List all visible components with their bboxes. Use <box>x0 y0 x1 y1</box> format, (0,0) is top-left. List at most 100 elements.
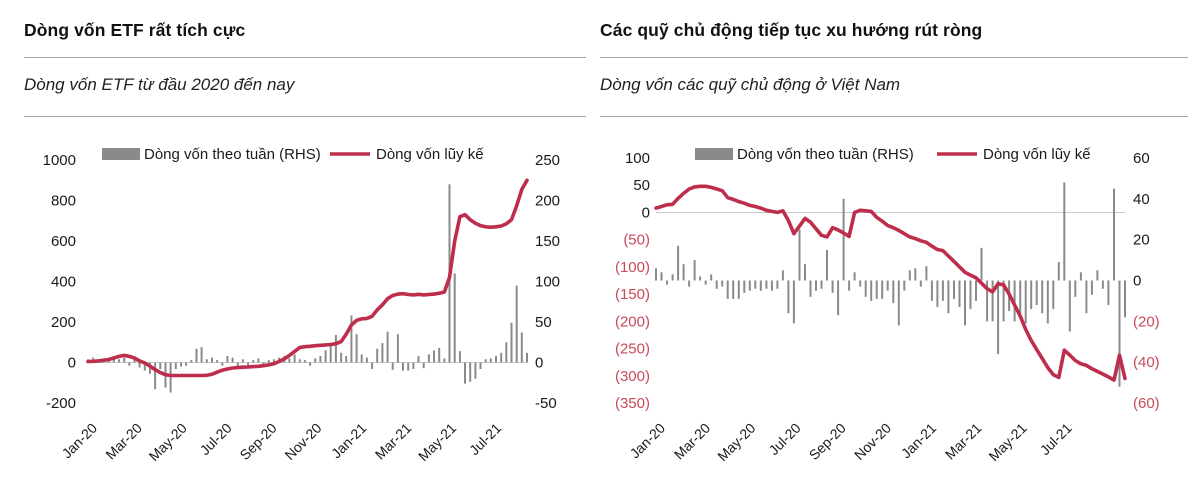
weekly-bar <box>1013 280 1016 322</box>
weekly-bar <box>417 356 420 363</box>
weekly-bar <box>510 322 513 363</box>
left-axis-tick-label: 600 <box>51 233 76 250</box>
weekly-bar <box>1002 280 1005 322</box>
weekly-bar <box>1118 280 1121 387</box>
left-axis-tick-label: -200 <box>46 395 76 412</box>
x-axis-tick-label: Mar-20 <box>102 420 145 463</box>
weekly-bar <box>1035 280 1038 305</box>
weekly-bar <box>853 272 856 281</box>
weekly-bar <box>826 249 828 281</box>
weekly-bar <box>726 280 729 299</box>
weekly-bar <box>964 280 966 326</box>
weekly-bar <box>205 359 208 363</box>
weekly-bar <box>133 358 136 363</box>
weekly-bar <box>216 360 219 363</box>
weekly-bar <box>881 280 884 299</box>
x-axis-tick-label: Sep-20 <box>236 420 279 463</box>
weekly-bar <box>1107 280 1110 305</box>
weekly-bar <box>438 347 441 363</box>
weekly-bar <box>241 359 244 363</box>
left-axis-tick-label: (150) <box>615 286 650 303</box>
weekly-bar <box>386 331 389 363</box>
weekly-bar <box>154 362 157 390</box>
weekly-bar <box>128 362 131 366</box>
weekly-bar <box>820 280 823 289</box>
weekly-bar <box>159 362 162 369</box>
weekly-bar <box>688 280 691 287</box>
right-axis-labels: 250 200 150 100 50 0 -50 <box>535 152 560 412</box>
left-axis-labels: 100 50 0 (50) (100) (150) (200) (250) (300) (350) <box>615 150 650 412</box>
weekly-bar <box>908 270 911 281</box>
weekly-bar <box>930 280 933 301</box>
left-panel-header: Dòng vốn ETF rất tích cực Dòng vốn ETF t… <box>24 0 586 117</box>
weekly-bar <box>257 358 260 363</box>
weekly-bar <box>870 280 873 301</box>
weekly-bar <box>997 280 1000 354</box>
weekly-bar <box>195 348 198 363</box>
weekly-bar <box>693 260 696 281</box>
weekly-bar <box>804 264 806 281</box>
weekly-bar <box>267 360 270 363</box>
x-axis-tick-label: Jan-20 <box>59 420 101 462</box>
weekly-bar <box>443 358 446 363</box>
active-funds-flow-chart: Dòng vốn theo tuần (RHS) Dòng vốn lũy kế 1… <box>600 140 1200 488</box>
x-axis-tick-label: Nov-20 <box>851 420 894 463</box>
weekly-bar <box>837 280 840 316</box>
weekly-bar <box>345 356 348 363</box>
weekly-bar <box>298 359 301 363</box>
weekly-bar <box>520 332 523 363</box>
weekly-flow-legend-label: Dòng vốn theo tuần (RHS) <box>737 146 914 163</box>
weekly-bar <box>1079 272 1082 281</box>
weekly-bar <box>1057 262 1060 281</box>
chart-svg: Dòng vốn theo tuần (RHS) Dòng vốn lũy kế 1… <box>615 146 1160 464</box>
weekly-bar <box>1090 280 1093 295</box>
left-axis-tick-label: 100 <box>625 150 650 167</box>
weekly-bar <box>677 245 680 281</box>
right-axis-tick-label: 60 <box>1133 150 1150 167</box>
weekly-bar <box>655 268 657 281</box>
weekly-bar <box>360 354 363 363</box>
weekly-bar <box>293 354 296 363</box>
weekly-bar <box>1085 280 1088 314</box>
etf-flow-chart: Dòng vốn theo tuần (RHS) Dòng vốn lũy kế 1… <box>0 140 600 488</box>
weekly-bar <box>484 359 487 363</box>
weekly-bar <box>1063 182 1066 281</box>
x-axis-tick-label: Jul-20 <box>197 420 235 458</box>
x-axis-tick-label: Jan-20 <box>627 420 669 462</box>
weekly-bar <box>226 356 229 363</box>
weekly-bar <box>831 280 834 293</box>
weekly-bar <box>118 359 120 363</box>
weekly-bar <box>671 274 674 281</box>
weekly-bar <box>402 362 404 371</box>
right-axis-tick-label: (20) <box>1133 313 1160 330</box>
chart-svg: Dòng vốn theo tuần (RHS) Dòng vốn lũy kế 1… <box>43 146 560 464</box>
weekly-flow-bars <box>655 182 1126 387</box>
right-panel-header: Các quỹ chủ động tiếp tục xu hướng rút r… <box>600 0 1188 117</box>
weekly-flow-legend-swatch <box>102 148 140 160</box>
x-axis-tick-label: May-21 <box>415 420 459 464</box>
weekly-bar <box>732 280 735 299</box>
weekly-bar <box>842 198 845 281</box>
x-axis-tick-label: Sep-20 <box>806 420 849 463</box>
weekly-bar <box>1030 280 1033 310</box>
x-axis-labels: Jan-20 Mar-20 May-20 Jul-20 Sep-20 Nov-20 Jan-… <box>627 420 1076 464</box>
right-axis-tick-label: 50 <box>535 314 552 331</box>
weekly-bar <box>759 280 762 291</box>
right-axis-tick-label: 0 <box>1133 273 1141 290</box>
weekly-bar <box>433 350 435 363</box>
weekly-bar <box>754 280 757 289</box>
right-axis-tick-label: (60) <box>1133 395 1160 412</box>
weekly-bar <box>272 359 275 363</box>
weekly-bar <box>169 362 172 393</box>
left-chart-title: Dòng vốn ETF rất tích cực <box>24 0 586 58</box>
right-axis-tick-label: 200 <box>535 193 560 210</box>
weekly-flow-legend-swatch <box>695 148 733 160</box>
weekly-bar <box>500 352 503 363</box>
weekly-bar <box>1074 280 1077 297</box>
x-axis-tick-label: Jan-21 <box>898 420 940 462</box>
weekly-bar <box>925 266 928 281</box>
left-axis-tick-label: (350) <box>615 395 650 412</box>
weekly-bar <box>350 315 353 363</box>
right-axis-tick-label: 0 <box>535 355 543 372</box>
